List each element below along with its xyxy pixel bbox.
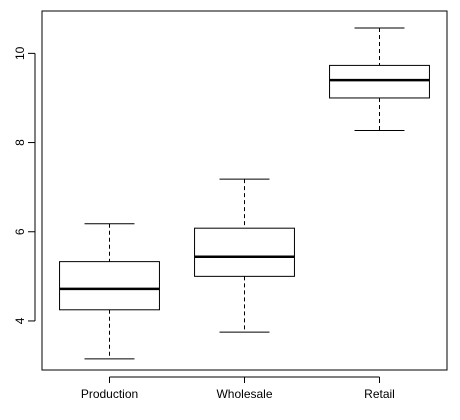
y-tick-label: 6	[13, 228, 27, 235]
y-tick-label: 8	[13, 139, 27, 146]
x-tick-label: Wholesale	[216, 387, 272, 401]
iqr-box	[194, 227, 295, 277]
y-tick-label: 10	[13, 46, 27, 60]
box-group-production	[59, 223, 160, 360]
iqr-box	[59, 261, 160, 311]
x-tick-label: Retail	[364, 387, 395, 401]
box-group-wholesale	[194, 178, 295, 333]
x-tick-label: Production	[81, 387, 138, 401]
y-axis: 4 6 8 10	[13, 46, 36, 324]
iqr-box	[329, 64, 430, 99]
plot-frame	[41, 10, 448, 371]
boxes	[59, 27, 430, 360]
box-group-retail	[329, 27, 430, 132]
y-tick-label: 4	[13, 317, 27, 324]
x-axis: Production Wholesale Retail	[81, 376, 395, 401]
